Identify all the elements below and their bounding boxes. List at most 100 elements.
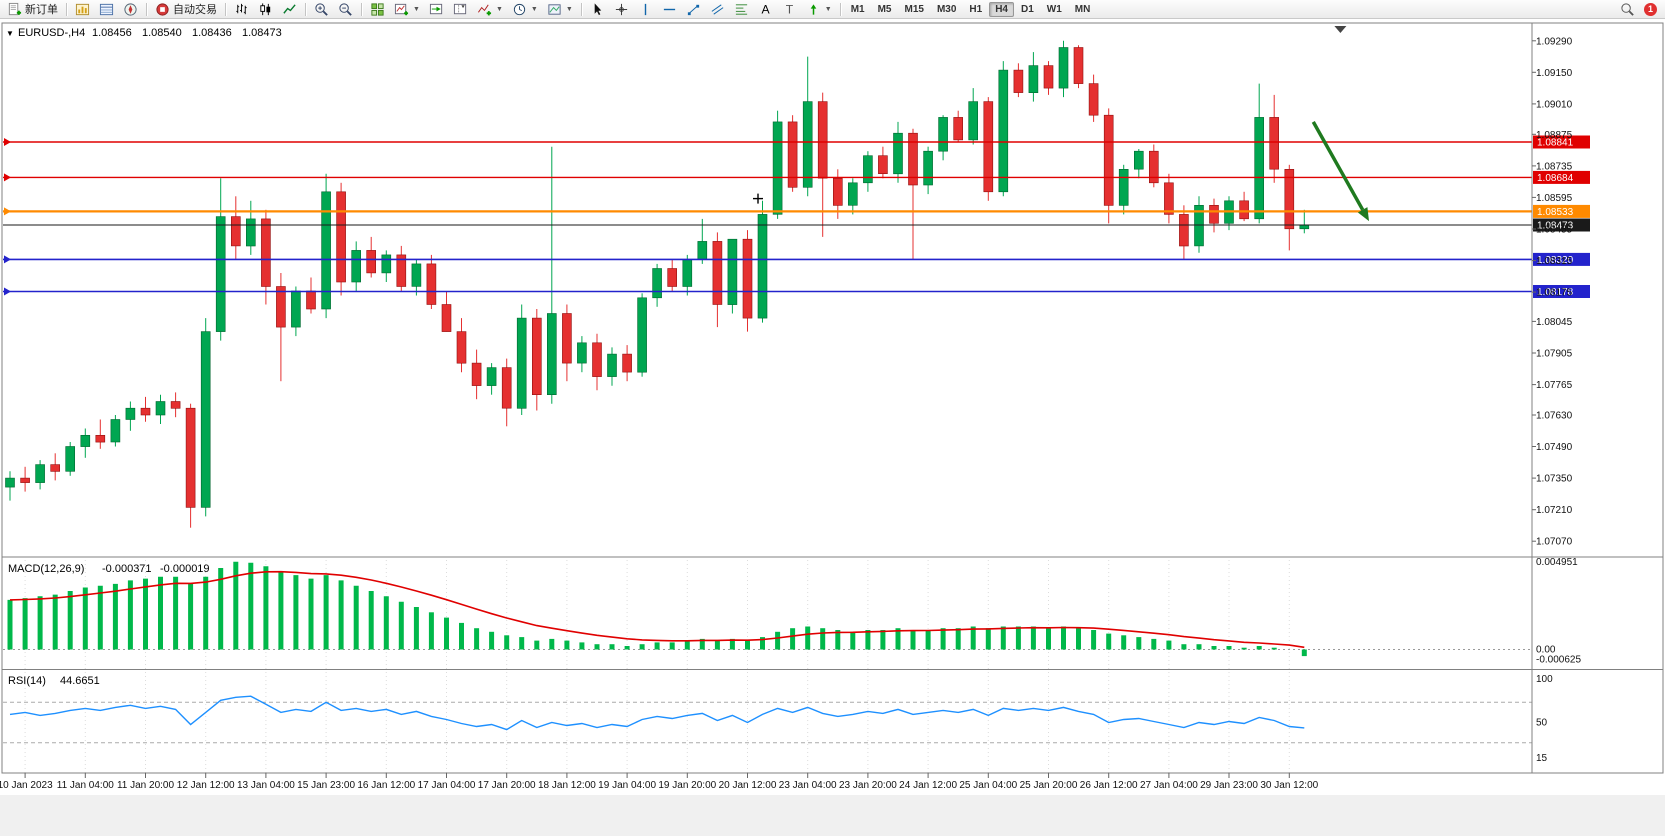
macd-signal-line bbox=[9, 570, 1305, 649]
timeframe-h1[interactable]: H1 bbox=[969, 3, 983, 15]
cross-marker[interactable] bbox=[753, 193, 763, 204]
periods-button[interactable]: ▼ bbox=[508, 0, 542, 18]
timeframe-m5[interactable]: M5 bbox=[877, 3, 892, 15]
new-order-icon bbox=[8, 2, 22, 15]
autotrade-button[interactable]: 自动交易 bbox=[151, 0, 221, 18]
price-tick-label: 1.07765 bbox=[1536, 380, 1573, 391]
tile-windows-button[interactable] bbox=[366, 0, 389, 18]
horizontal-line-button[interactable] bbox=[658, 0, 681, 18]
svg-text:T: T bbox=[786, 2, 794, 16]
chart-shift-button[interactable] bbox=[449, 0, 472, 18]
timeframe-m15[interactable]: M15 bbox=[904, 3, 924, 15]
new-order-button-label: 新订单 bbox=[25, 4, 58, 16]
chart-area[interactable]: 1.08841 1.08684 1.08533 1.08473 1.08320 1.081… bbox=[0, 19, 1665, 831]
svg-text:0.00: 0.00 bbox=[1536, 645, 1556, 656]
line-chart-button[interactable] bbox=[278, 0, 301, 18]
time-tick-label: 30 Jan 12:00 bbox=[1260, 780, 1318, 791]
chevron-down-icon: ▼ bbox=[413, 5, 420, 13]
vertical-line-button[interactable] bbox=[634, 0, 657, 18]
timeframe-w1[interactable]: W1 bbox=[1046, 3, 1062, 15]
price-axis: 1.09290 1.09150 1.09010 1.08875 1.08735 1.085… bbox=[1532, 36, 1573, 548]
new-order-button[interactable]: 新订单 bbox=[3, 0, 62, 18]
price-tick-label: 1.07350 bbox=[1536, 474, 1573, 485]
cursor-button[interactable] bbox=[586, 0, 609, 18]
price-label-badge bbox=[1533, 170, 1590, 184]
trend-arrow-object[interactable] bbox=[1311, 121, 1369, 222]
horizontal-line-object[interactable]: 1.08320 bbox=[3, 252, 1590, 266]
timeframe-mn[interactable]: MN bbox=[1074, 3, 1091, 15]
text-label-icon: T bbox=[786, 2, 794, 16]
trendline-button[interactable] bbox=[682, 0, 705, 18]
svg-text:A: A bbox=[761, 2, 770, 16]
symbol-header: ▼ EURUSD-,H4 1.08456 1.08540 1.08436 1.08473 bbox=[6, 27, 282, 39]
price-tick-label: 1.08595 bbox=[1536, 193, 1573, 204]
rsi-axis: 100 50 15 bbox=[1536, 674, 1553, 764]
current-price-line[interactable]: 1.08473 bbox=[3, 218, 1590, 232]
candles-chart-button[interactable] bbox=[254, 0, 277, 18]
timeframe-h4[interactable]: H4 bbox=[989, 1, 1014, 17]
svg-text:0.004951: 0.004951 bbox=[1536, 557, 1578, 568]
timeframe-m1[interactable]: M1 bbox=[850, 3, 865, 15]
line-chart-icon bbox=[283, 3, 296, 14]
macd-panel bbox=[3, 561, 1532, 657]
toolbar-separator bbox=[839, 2, 841, 16]
autotrade-icon bbox=[156, 2, 169, 16]
time-tick-label: 16 Jan 12:00 bbox=[357, 780, 415, 791]
time-tick-label: 25 Jan 04:00 bbox=[959, 780, 1017, 791]
main-chart-svg: 1.08841 1.08684 1.08533 1.08473 1.08320 1.081… bbox=[0, 19, 1665, 831]
zoom-out-icon bbox=[339, 2, 352, 16]
horizontal-line-object[interactable]: 1.08533 bbox=[3, 204, 1590, 218]
zoom-in-button[interactable] bbox=[310, 0, 333, 18]
time-tick-label: 29 Jan 23:00 bbox=[1200, 780, 1258, 791]
candles-chart-icon bbox=[260, 2, 271, 15]
navigator-button[interactable] bbox=[119, 0, 142, 18]
zoom-out-button[interactable] bbox=[334, 0, 357, 18]
time-tick-label: 18 Jan 12:00 bbox=[538, 780, 596, 791]
ohlc-value: 1.08436 bbox=[192, 27, 232, 39]
time-tick-label: 15 Jan 23:00 bbox=[297, 780, 355, 791]
price-tick-label: 1.08875 bbox=[1536, 130, 1573, 141]
svg-text:MACD(12,26,9): MACD(12,26,9) bbox=[8, 563, 84, 575]
toolbar-separator bbox=[225, 2, 226, 16]
search-button[interactable] bbox=[1616, 0, 1639, 18]
price-tick-label: 1.08315 bbox=[1536, 256, 1573, 267]
chart-shift-marker[interactable] bbox=[1334, 26, 1347, 33]
fibonacci-button[interactable] bbox=[730, 0, 753, 18]
symbol-period-label: EURUSD-,H4 bbox=[18, 27, 85, 39]
new-chart-button[interactable]: ▼ bbox=[390, 0, 424, 18]
price-tick-label: 1.09010 bbox=[1536, 99, 1573, 110]
macd-header: MACD(12,26,9) -0.000371 -0.000019 bbox=[8, 563, 210, 575]
bars-chart-button[interactable] bbox=[230, 0, 253, 18]
text-label-button[interactable]: T bbox=[778, 0, 801, 18]
data-window-button[interactable] bbox=[95, 0, 118, 18]
indicators-button[interactable]: ▼ bbox=[473, 0, 507, 18]
price-tick-label: 1.08045 bbox=[1536, 317, 1573, 328]
timeframe-m30[interactable]: M30 bbox=[936, 3, 957, 15]
market-watch-button[interactable] bbox=[71, 0, 94, 18]
toolbar-separator bbox=[580, 2, 582, 16]
notification-badge[interactable]: 1 bbox=[1644, 2, 1657, 16]
chevron-down-icon: ▼ bbox=[495, 5, 503, 13]
chart-background bbox=[0, 19, 1665, 795]
horizontal-line-object[interactable]: 1.08178 bbox=[3, 285, 1590, 298]
horizontal-line-object[interactable]: 1.08841 bbox=[3, 135, 1590, 149]
horizontal-line-object[interactable]: 1.08684 bbox=[3, 170, 1590, 184]
timeframe-d1[interactable]: D1 bbox=[1021, 3, 1034, 15]
arrows-button[interactable]: ▼ bbox=[802, 0, 836, 18]
price-label-badge bbox=[1533, 204, 1590, 218]
price-label-text: 1.08473 bbox=[1537, 221, 1574, 232]
vertical-line-icon bbox=[644, 3, 646, 15]
time-tick-label: 24 Jan 12:00 bbox=[899, 780, 957, 791]
time-axis: 10 Jan 2023 11 Jan 04:00 11 Jan 20:00 12 Ja… bbox=[0, 773, 1319, 791]
price-label-badge bbox=[1533, 252, 1590, 266]
crosshair-button[interactable] bbox=[610, 0, 633, 18]
time-tick-label: 23 Jan 04:00 bbox=[779, 780, 837, 791]
text-button[interactable]: A bbox=[754, 0, 777, 18]
price-tick-label: 1.07490 bbox=[1536, 442, 1573, 453]
price-label-text: 1.08684 bbox=[1537, 173, 1574, 184]
channel-button[interactable] bbox=[706, 0, 729, 18]
auto-scroll-button[interactable] bbox=[425, 0, 448, 18]
price-tick-label: 1.09290 bbox=[1536, 36, 1573, 47]
templates-button[interactable]: ▼ bbox=[543, 0, 577, 18]
